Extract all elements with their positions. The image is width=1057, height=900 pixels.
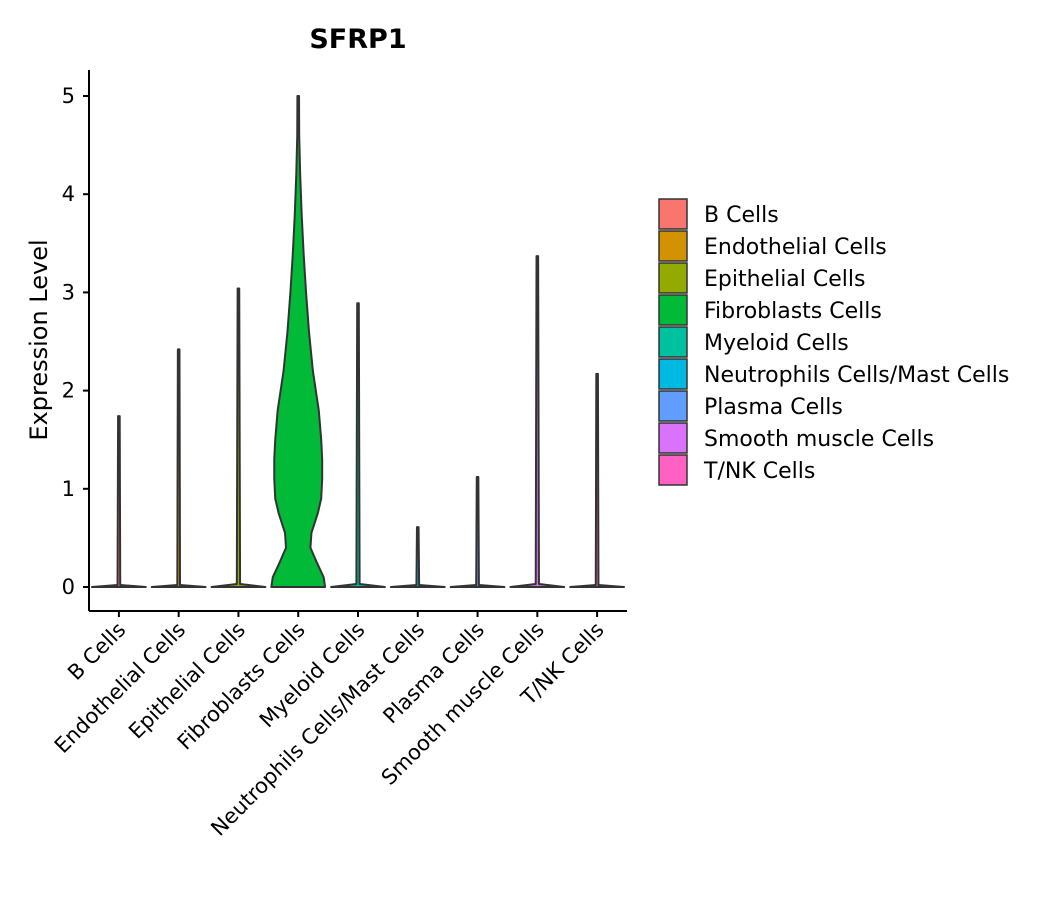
legend-label: Fibroblasts Cells: [704, 299, 882, 324]
y-axis: 0 1 2 3 4 5: [62, 70, 90, 611]
legend-label: Myeloid Cells: [704, 331, 849, 356]
violin-fibroblasts-cells: [270, 95, 327, 588]
legend-key: [658, 358, 688, 390]
legend-label: T/NK Cells: [703, 459, 815, 484]
violin-t-nk-cells: [569, 372, 626, 588]
legend-label: Epithelial Cells: [704, 267, 865, 292]
violin-endothelial-cells: [150, 348, 207, 588]
legend-label: B Cells: [704, 203, 779, 228]
legend-key: [658, 230, 688, 262]
violin-neutrophils-cells-mast-cells: [389, 526, 446, 588]
y-axis-title: Expression Level: [25, 239, 53, 440]
violin-plasma-cells: [449, 476, 506, 588]
violin-epithelial-cells: [210, 287, 267, 588]
x-tick-label: Myeloid Cells: [255, 618, 370, 733]
legend-key: [658, 294, 688, 326]
legend: B Cells Endothelial Cells Epithelial Cells…: [658, 198, 1009, 486]
legend-label: Plasma Cells: [704, 395, 843, 420]
y-tick-label: 4: [62, 182, 75, 206]
legend-key: [658, 262, 688, 294]
chart-title: SFRP1: [309, 24, 406, 55]
y-tick-label: 2: [62, 379, 75, 403]
legend-key: [658, 390, 688, 422]
legend-label: Smooth muscle Cells: [704, 427, 934, 452]
legend-key: [658, 454, 688, 486]
y-tick-label: 3: [62, 280, 75, 304]
y-tick-label: 5: [62, 84, 75, 108]
legend-key: [658, 326, 688, 358]
violin-myeloid-cells: [330, 302, 386, 588]
y-tick-label: 1: [62, 477, 75, 501]
legend-key: [658, 422, 688, 454]
y-tick-label: 0: [62, 575, 75, 599]
legend-key: [658, 198, 688, 230]
legend-label: Neutrophils Cells/Mast Cells: [704, 363, 1009, 388]
violin-b-cells: [90, 415, 147, 588]
violin-smooth-muscle-cells: [509, 255, 566, 588]
legend-label: Endothelial Cells: [704, 235, 887, 260]
plot-area: [90, 95, 626, 588]
